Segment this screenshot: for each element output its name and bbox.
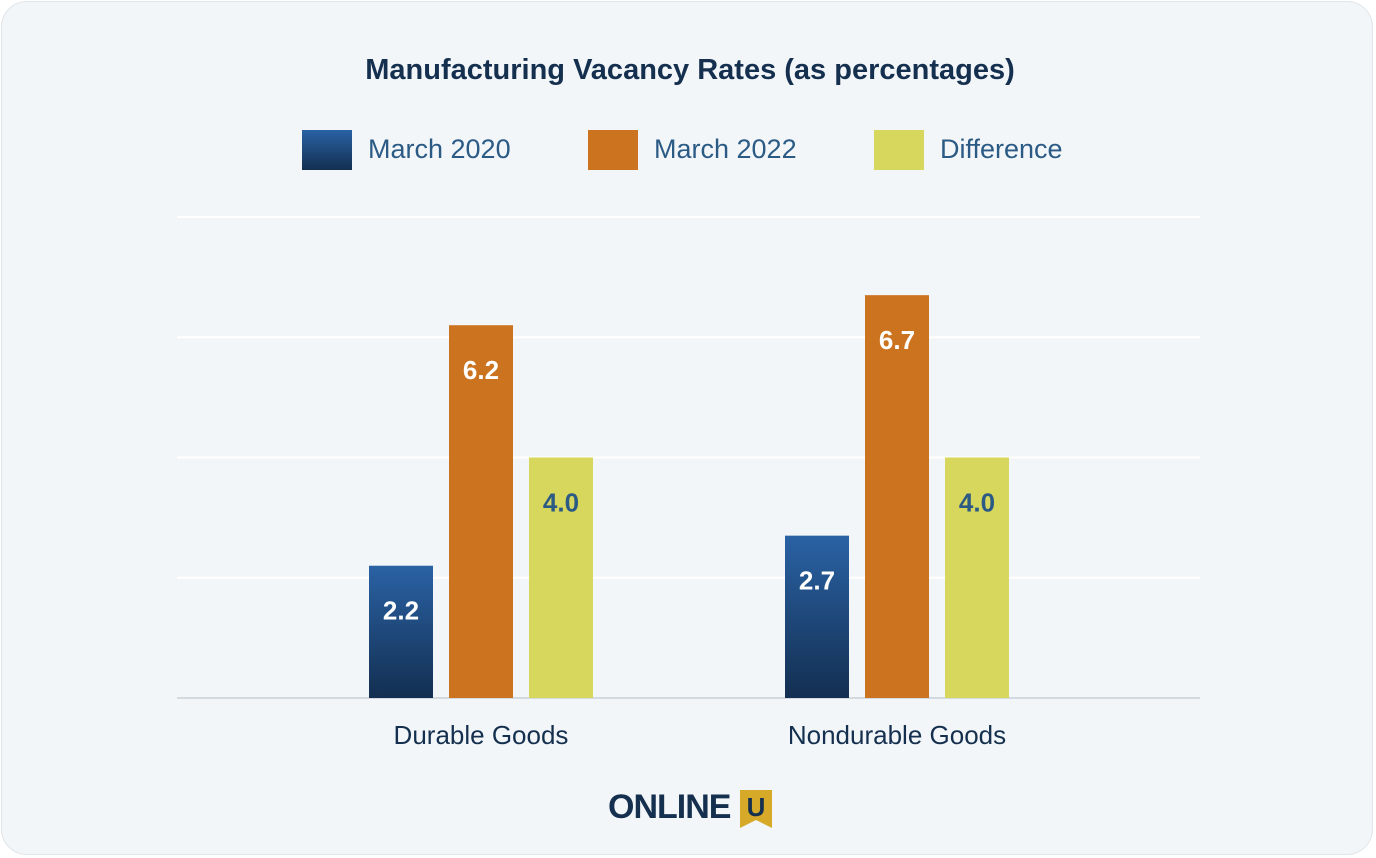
logo-badge-letter: U: [747, 792, 766, 822]
legend-label: March 2020: [368, 134, 511, 164]
legend-swatch-march-2022: [588, 130, 638, 170]
value-labels: 2.2 6.2 4.0 2.7 6.7 4.0: [383, 325, 995, 626]
bar: [865, 295, 929, 698]
data-label: 2.7: [799, 566, 835, 596]
legend-swatch-march-2020: [302, 130, 352, 170]
legend-swatch-difference: [874, 130, 924, 170]
data-label: 6.7: [879, 325, 915, 355]
legend-label: Difference: [940, 134, 1063, 164]
data-label: 2.2: [383, 596, 419, 626]
bar: [529, 457, 593, 698]
logo-badge-icon: U: [740, 790, 772, 828]
data-label: 4.0: [959, 488, 995, 518]
category-label: Nondurable Goods: [788, 720, 1006, 750]
logo-text: ONLINE: [608, 788, 731, 826]
category-label: Durable Goods: [394, 720, 569, 750]
category-labels: Durable Goods Nondurable Goods: [394, 720, 1007, 750]
bar: [449, 325, 513, 698]
bars: [369, 295, 1009, 698]
bar: [785, 535, 849, 698]
bar: [945, 457, 1009, 698]
chart-title: Manufacturing Vacancy Rates (as percenta…: [365, 54, 1015, 86]
gridlines: [177, 216, 1200, 699]
data-label: 6.2: [463, 355, 499, 385]
legend-label: March 2022: [654, 134, 797, 164]
bar: [369, 565, 433, 698]
data-label: 4.0: [543, 488, 579, 518]
